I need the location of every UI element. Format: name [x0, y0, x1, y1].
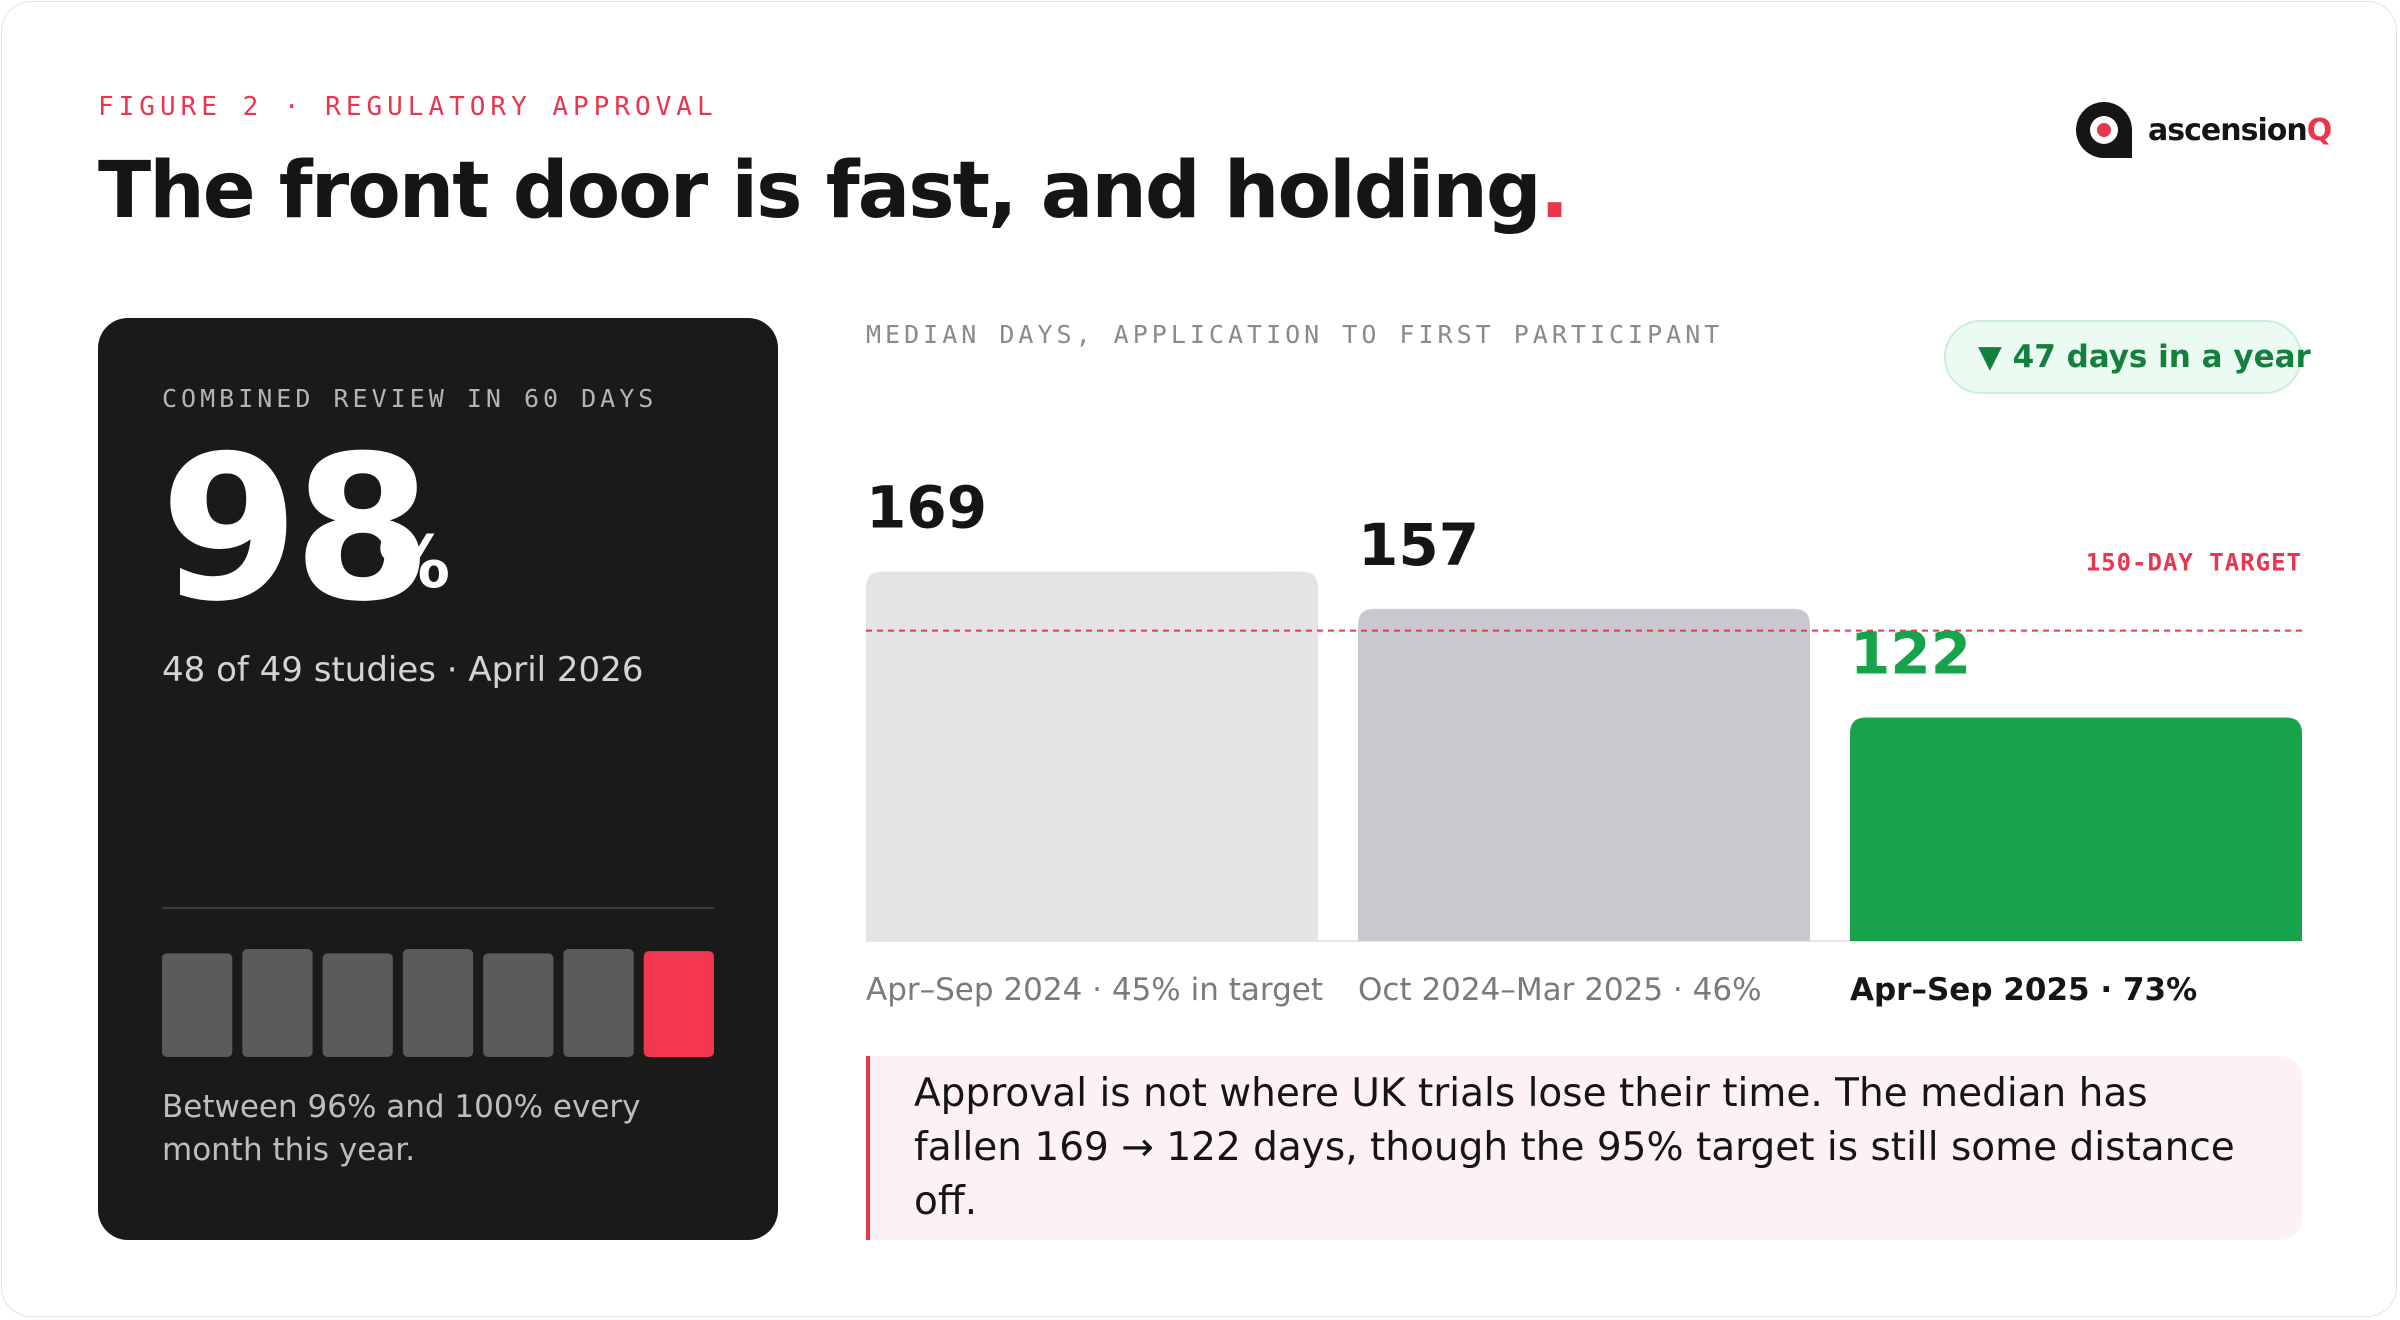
spark-bar: [162, 953, 233, 1057]
bar: [1358, 608, 1810, 941]
divider: [162, 907, 714, 909]
spark-bar: [322, 953, 393, 1057]
title: The front door is fast, and holding.: [98, 146, 1570, 236]
spark-bar: [483, 953, 554, 1057]
category-label: Apr–Sep 2024 · 45% in target: [866, 972, 1323, 1008]
spark-bar: [402, 949, 474, 1057]
kpi-unit: %: [378, 520, 451, 604]
kpi-value: 98: [160, 413, 432, 646]
chart-subtitle: MEDIAN DAYS, APPLICATION TO FIRST PARTIC…: [866, 320, 1724, 349]
logo-text: ascensionQ: [2148, 112, 2332, 148]
logo: ascensionQ: [2074, 100, 2332, 160]
spark-bar: [643, 951, 714, 1057]
bar: [1850, 717, 2302, 941]
kpi-caption: Between 96% and 100% every month this ye…: [162, 1089, 641, 1169]
logo-accent: Q: [2306, 112, 2332, 148]
value-label: 169: [866, 474, 987, 542]
category-label: Apr–Sep 2025 · 73%: [1850, 972, 2197, 1008]
kpi-detail: 48 of 49 studies · April 2026: [162, 650, 644, 690]
target-label: 150-DAY TARGET: [2086, 549, 2302, 577]
change-badge: ▼ 47 days in a year: [1944, 320, 2311, 394]
kpi-label: COMBINED REVIEW IN 60 DAYS: [162, 384, 658, 413]
logo-icon: [2076, 102, 2132, 158]
category-label: Oct 2024–Mar 2025 · 46%: [1358, 972, 1762, 1008]
bar: [866, 571, 1318, 941]
eyebrow: FIGURE 2 · REGULATORY APPROVAL: [98, 92, 718, 122]
spark-bar: [242, 949, 313, 1057]
note: Approval is not where UK trials lose the…: [866, 1056, 2302, 1240]
spark-bar: [563, 949, 634, 1057]
title-accent: .: [1539, 146, 1570, 236]
title-text: The front door is fast, and holding: [98, 146, 1542, 236]
value-label: 157: [1358, 511, 1479, 579]
logo-word: ascension: [2148, 112, 2308, 148]
kpi-card: [98, 318, 778, 1240]
